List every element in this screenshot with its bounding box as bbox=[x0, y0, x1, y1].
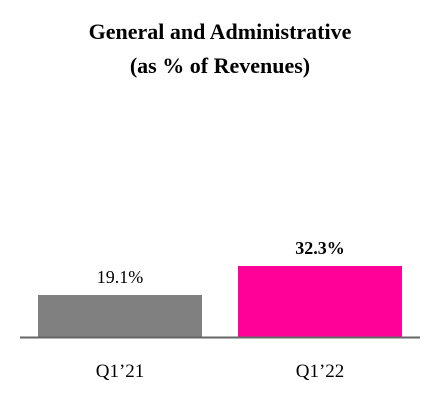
data-label-2: 32.3% bbox=[295, 238, 345, 258]
bar-2 bbox=[238, 266, 402, 337]
x-tick-label-1: Q1’21 bbox=[96, 361, 145, 382]
bars-group bbox=[38, 266, 402, 337]
bar-1 bbox=[38, 295, 202, 337]
data-label-1: 19.1% bbox=[97, 267, 144, 287]
chart-title: General and Administrative bbox=[88, 19, 352, 44]
x-tick-label-2: Q1’22 bbox=[296, 361, 345, 382]
data-labels-group: 19.1% 32.3% bbox=[97, 238, 345, 287]
x-tick-labels-group: Q1’21 Q1’22 bbox=[96, 361, 345, 382]
chart-subtitle: (as % of Revenues) bbox=[129, 53, 311, 78]
